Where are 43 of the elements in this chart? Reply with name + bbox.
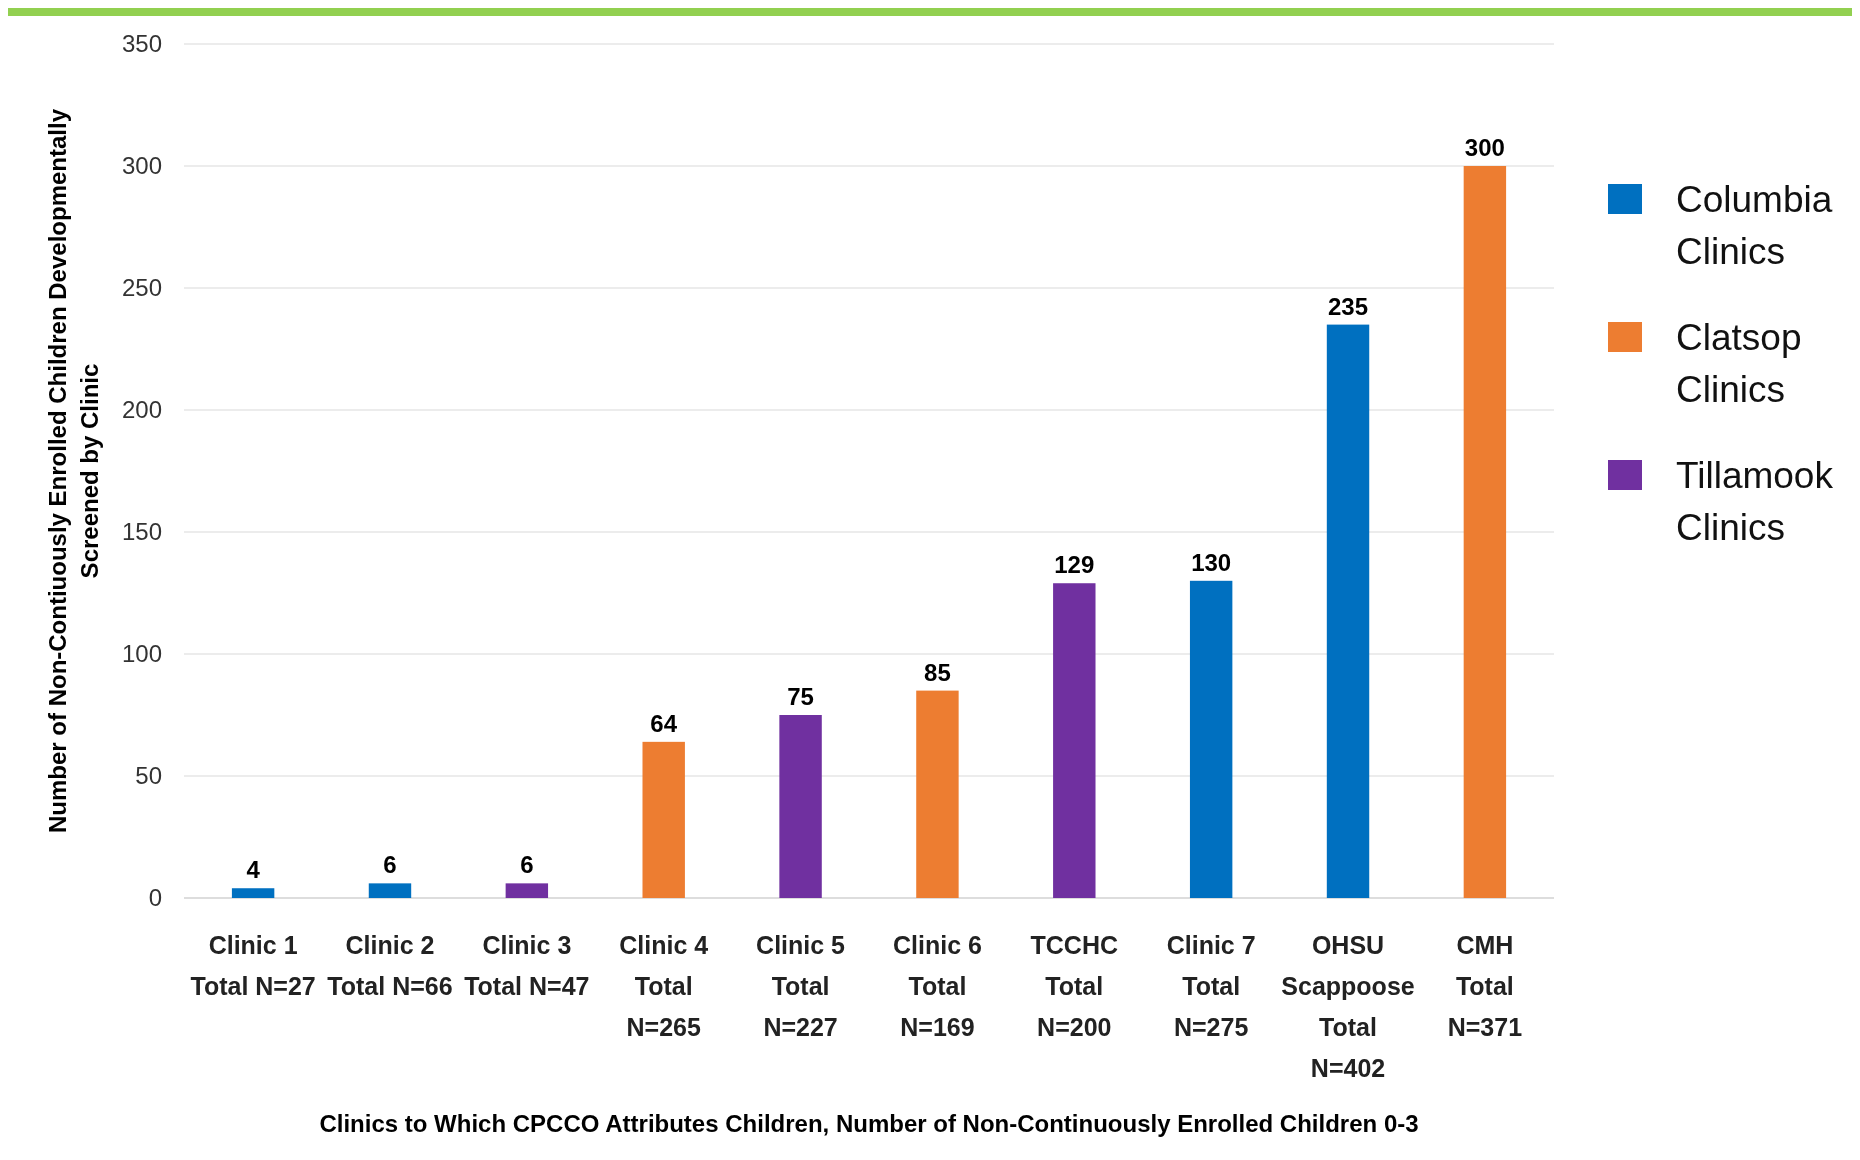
data-label: 64: [650, 709, 678, 737]
bar: [368, 883, 412, 898]
data-label: 75: [787, 683, 814, 710]
legend-label: Columbia Clinics: [1676, 179, 1833, 272]
bar: [916, 690, 959, 898]
data-label: 4: [246, 856, 261, 884]
bar: [642, 741, 685, 898]
x-axis-title: Clinics to Which CPCCO Attributes Children, Number of Non-Continuously Enrolled Children 0-3: [319, 1110, 1419, 1137]
y-axis-title: Number of Non-Contiuously Enrolled Children Developmentally Screened by Clinic: [44, 108, 103, 834]
data-label: 6: [520, 851, 534, 879]
y-tick-label: 350: [121, 30, 162, 58]
x-tick-label: OHSU Scappoose Total N=402: [1281, 931, 1415, 1082]
legend-label: Tillamook Clinics: [1676, 455, 1834, 548]
bar: [1326, 324, 1370, 898]
x-tick-label: Clinic 7 Total N=275: [1166, 931, 1256, 1041]
data-label: 300: [1464, 134, 1505, 161]
y-tick-label: 0: [148, 884, 162, 912]
y-tick-label: 250: [121, 274, 162, 302]
data-label: 235: [1328, 292, 1369, 320]
y-tick-label: 50: [135, 762, 162, 790]
x-tick-label: TCCHC Total N=200: [1030, 931, 1119, 1041]
x-tick-label: Clinic 1 Total N=27: [190, 931, 316, 1000]
bar: [1463, 166, 1507, 898]
y-tick-label: 200: [121, 396, 162, 424]
x-tick-label: CMH Total N=371: [1447, 931, 1523, 1041]
y-tick-label: 300: [121, 152, 162, 180]
x-tick-label: Clinic 6 Total N=169: [892, 931, 982, 1041]
bar: [1189, 580, 1233, 898]
bar: [1053, 583, 1096, 898]
x-tick-label: Clinic 4 Total N=265: [619, 931, 709, 1041]
x-tick-label: Clinic 5 Total N=227: [756, 931, 846, 1041]
bar: [505, 883, 549, 898]
y-tick-label: 100: [121, 640, 162, 668]
data-label: 6: [383, 851, 397, 879]
x-tick-label: Clinic 3 Total N=47: [464, 931, 590, 1000]
data-label: 129: [1054, 551, 1095, 579]
bar: [779, 715, 822, 898]
x-tick-label: Clinic 2 Total N=66: [327, 931, 453, 1000]
y-tick-label: 150: [121, 518, 162, 546]
bar: [231, 888, 275, 898]
data-label: 85: [924, 658, 951, 686]
legend-label: Clatsop Clinics: [1676, 317, 1802, 410]
data-label: 130: [1191, 548, 1232, 576]
